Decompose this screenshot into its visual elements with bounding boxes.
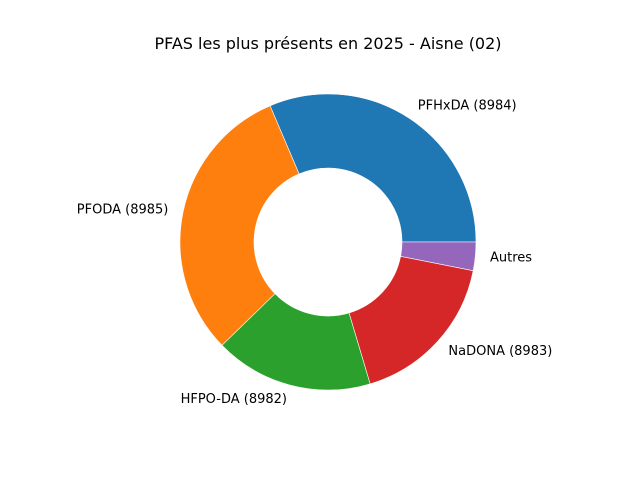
pie-slice-5 [400,241,477,271]
slice-label-4: NaDONA (8983) [448,344,552,359]
slice-label-3: HFPO-DA (8982) [181,392,287,407]
pie-slice-1 [269,93,477,243]
chart-title: PFAS les plus présents en 2025 - Aisne (… [154,34,501,53]
pie-slice-4 [348,255,474,385]
slice-label-5: Autres [490,250,532,265]
chart-slices [179,93,477,391]
slice-label-2: PFODA (8985) [77,202,169,217]
slice-label-1: PFHxDA (8984) [418,99,517,114]
pie-slice-2 [179,105,300,346]
chart-labels: PFHxDA (8984) PFODA (8985) HFPO-DA (8982) N… [77,99,553,407]
